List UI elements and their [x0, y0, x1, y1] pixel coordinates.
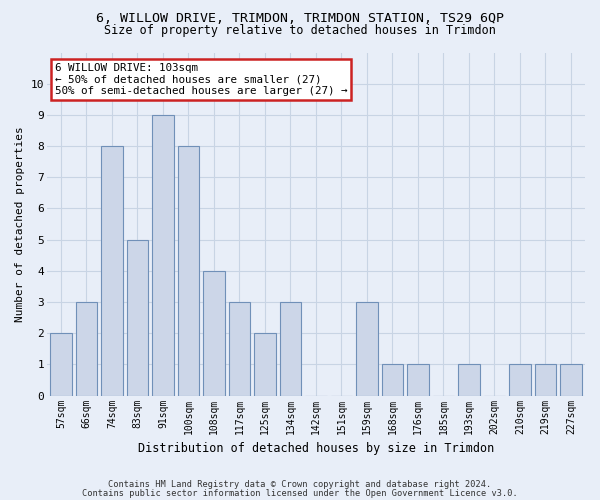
Bar [280, 302, 301, 396]
Bar [356, 302, 378, 396]
Bar [458, 364, 480, 396]
Y-axis label: Number of detached properties: Number of detached properties [15, 126, 25, 322]
Bar [152, 115, 174, 396]
Bar [382, 364, 403, 396]
X-axis label: Distribution of detached houses by size in Trimdon: Distribution of detached houses by size … [138, 442, 494, 455]
Text: Contains public sector information licensed under the Open Government Licence v3: Contains public sector information licen… [82, 489, 518, 498]
Bar [535, 364, 556, 396]
Text: 6, WILLOW DRIVE, TRIMDON, TRIMDON STATION, TS29 6QP: 6, WILLOW DRIVE, TRIMDON, TRIMDON STATIO… [96, 12, 504, 26]
Bar [76, 302, 97, 396]
Bar [50, 333, 72, 396]
Bar [101, 146, 123, 396]
Text: 6 WILLOW DRIVE: 103sqm
← 50% of detached houses are smaller (27)
50% of semi-det: 6 WILLOW DRIVE: 103sqm ← 50% of detached… [55, 63, 347, 96]
Bar [127, 240, 148, 396]
Text: Size of property relative to detached houses in Trimdon: Size of property relative to detached ho… [104, 24, 496, 37]
Bar [178, 146, 199, 396]
Bar [229, 302, 250, 396]
Bar [254, 333, 276, 396]
Bar [407, 364, 429, 396]
Bar [560, 364, 582, 396]
Bar [509, 364, 531, 396]
Bar [203, 271, 225, 396]
Text: Contains HM Land Registry data © Crown copyright and database right 2024.: Contains HM Land Registry data © Crown c… [109, 480, 491, 489]
